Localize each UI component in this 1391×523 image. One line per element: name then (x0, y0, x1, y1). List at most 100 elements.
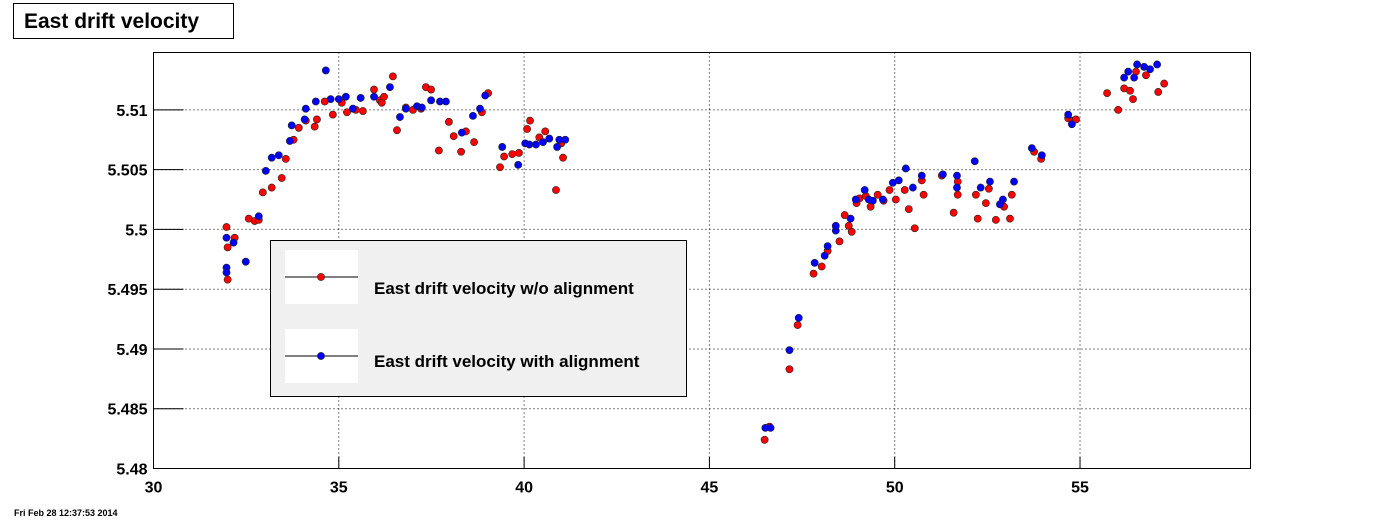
point (508, 150, 517, 159)
point (470, 138, 478, 147)
point (258, 188, 267, 197)
plot-frame (153, 52, 1251, 469)
point (370, 85, 378, 94)
y-tick-label: 5.485 (107, 402, 147, 419)
point (981, 199, 990, 208)
x-tick-label: 35 (330, 480, 348, 497)
point (223, 243, 232, 252)
points (222, 60, 1169, 444)
point (328, 110, 337, 119)
point (831, 221, 840, 230)
point (976, 183, 985, 192)
point (481, 91, 490, 100)
legend: East drift velocity w/o alignment East dr… (270, 240, 687, 397)
point (267, 183, 276, 192)
point (294, 123, 303, 132)
point (526, 116, 534, 125)
timestamp: Fri Feb 28 12:37:53 2014 (14, 508, 118, 518)
point (847, 227, 856, 236)
point (1037, 151, 1046, 160)
point (241, 257, 250, 266)
point (401, 104, 410, 113)
point (949, 208, 958, 217)
point (552, 186, 560, 194)
point (1133, 60, 1141, 69)
point (860, 186, 869, 194)
point (267, 153, 276, 162)
point (229, 238, 238, 247)
point (559, 153, 567, 162)
point (321, 66, 330, 75)
point (427, 85, 435, 94)
point (545, 134, 554, 143)
point (785, 346, 794, 355)
x-tick-label: 40 (515, 480, 533, 497)
point (300, 115, 309, 124)
point (1006, 214, 1014, 223)
point (1126, 86, 1134, 95)
point (277, 174, 286, 182)
point (910, 224, 919, 233)
point (370, 92, 378, 101)
point (393, 126, 401, 135)
point (953, 171, 961, 180)
point (1114, 105, 1123, 114)
point (1007, 190, 1016, 199)
point (820, 251, 829, 260)
legend-marker (317, 273, 325, 281)
point (970, 157, 979, 166)
point (541, 127, 550, 136)
point (873, 190, 882, 199)
point (971, 190, 980, 199)
point (254, 212, 263, 221)
point (525, 140, 534, 149)
point (389, 72, 397, 81)
point (1124, 67, 1133, 76)
point (891, 195, 900, 204)
y-tick-label: 5.51 (116, 103, 147, 120)
point (301, 104, 310, 113)
point (223, 275, 232, 284)
point (514, 160, 523, 169)
point (553, 143, 561, 151)
point (222, 223, 231, 231)
point (222, 233, 231, 242)
y-tick-label: 5.5 (125, 222, 147, 239)
point (1154, 88, 1163, 96)
point (901, 164, 910, 173)
point (496, 163, 504, 172)
point (457, 147, 466, 156)
point (823, 242, 832, 251)
point (274, 151, 283, 160)
point (878, 195, 887, 204)
y-tick-label: 5.495 (107, 282, 147, 299)
point (1067, 120, 1076, 129)
point (380, 92, 388, 101)
point (1010, 177, 1018, 186)
point (1064, 110, 1073, 119)
point (894, 176, 903, 185)
point (343, 108, 351, 117)
point (1153, 60, 1162, 69)
point (840, 211, 849, 219)
point (991, 215, 1000, 224)
point (1160, 79, 1169, 88)
point (313, 115, 321, 124)
point (427, 96, 435, 105)
point (457, 128, 466, 137)
y-tick-label: 5.505 (107, 163, 147, 180)
point (285, 137, 294, 145)
x-tick-label: 45 (701, 480, 719, 497)
point (442, 97, 450, 106)
point (973, 214, 982, 223)
point (444, 117, 453, 126)
point (341, 92, 350, 101)
point (500, 152, 508, 161)
y-tick-label: 5.48 (116, 462, 147, 479)
point (1129, 95, 1137, 104)
point (281, 154, 290, 163)
point (356, 94, 365, 102)
point (766, 423, 775, 432)
